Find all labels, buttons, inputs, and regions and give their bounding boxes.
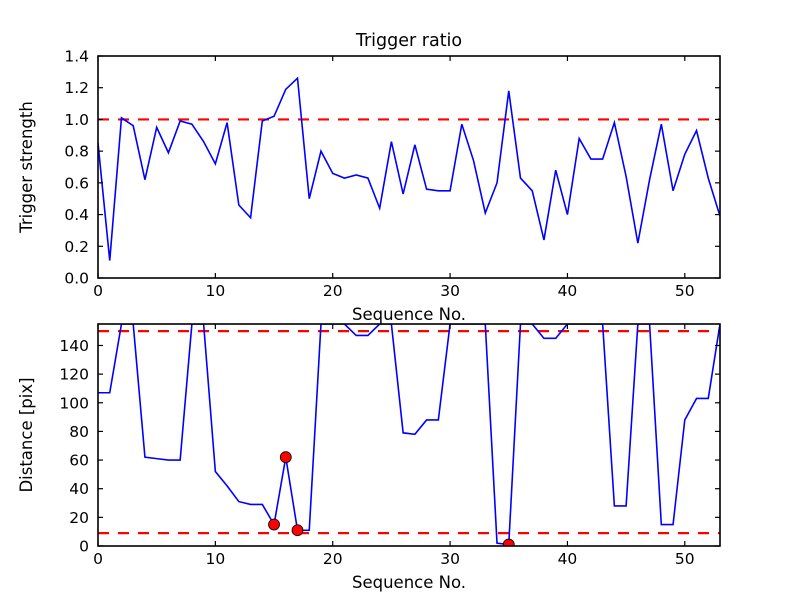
axes-distance: 0 10 20 30 40 50 0 20 40 60 80 100 120 140 Sequence No… [17,323,721,592]
y-tick-label: 120 [59,366,89,384]
x-tick-label: 10 [205,282,225,300]
axes-trigger-ratio: 0 10 20 30 40 50 0.0 0.2 0.4 0.6 0.8 1.0 1.2 1.4 Seque… [17,31,721,324]
y-tick-label: 0 [79,538,89,556]
x-tick-label: 30 [440,282,460,300]
y-tick-label: 0.8 [64,143,89,161]
axes-frame [97,323,721,547]
x-tick-label: 40 [558,282,578,300]
y-tick-label: 100 [59,394,89,412]
data-line-0 [98,76,720,261]
y-tick-label: 1.0 [64,111,89,129]
y-tick-label: 20 [69,509,89,527]
x-tick-label: 30 [440,550,460,568]
y-tick-label: 1.4 [64,48,89,66]
data-marker-3 [502,538,515,546]
x-axis-label: Sequence No. [352,305,466,324]
chart-title: Trigger ratio [355,31,462,51]
x-tick-label: 20 [323,550,343,568]
y-tick-label: 0.4 [64,206,89,224]
data-line-0 [98,324,720,546]
x-tick-label: 40 [558,550,578,568]
data-marker-1 [279,451,292,464]
x-tick-label: 0 [93,550,103,568]
plot-area [98,76,720,261]
y-tick-label: 0.6 [64,174,89,192]
y-tick-label: 80 [69,423,89,441]
y-tick-label: 40 [69,480,89,498]
y-tick-label: 60 [69,452,89,470]
x-tick-label: 0 [93,282,103,300]
plot-background [98,324,720,546]
y-tick-label: 1.2 [64,79,89,97]
y-axis-label: Trigger strength [17,101,36,234]
y-tick-label: 140 [59,337,89,355]
x-tick-label: 50 [675,550,695,568]
y-tick-label: 0.2 [64,238,89,256]
plot-area [98,324,720,546]
x-tick-label: 50 [675,282,695,300]
axes-frame [97,55,721,279]
x-axis-label: Sequence No. [352,573,466,592]
x-tick-label: 20 [323,282,343,300]
data-marker-2 [291,524,304,537]
y-axis-label: Distance [pix] [17,377,36,492]
y-tick-label: 0.0 [64,270,89,288]
data-marker-0 [268,518,280,531]
x-tick-label: 10 [205,550,225,568]
